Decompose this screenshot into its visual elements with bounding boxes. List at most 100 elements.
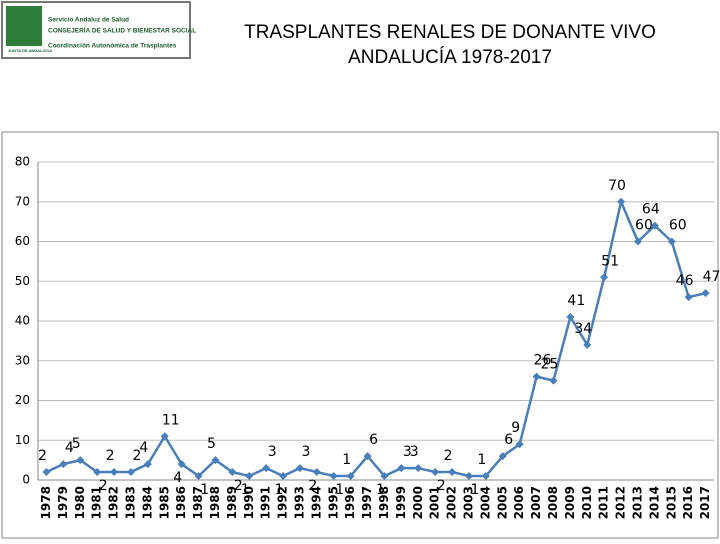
marker [515, 440, 524, 449]
y-tick-label: 30 [15, 353, 30, 367]
logo-line: Servicio Andaluz de Salud [48, 17, 129, 24]
marker [633, 237, 642, 246]
logo-line: Coordinación Autonómica de Trasplantes [48, 43, 177, 50]
marker [42, 468, 51, 477]
logo-badge: JUNTA DE ANDALUCIA [8, 48, 52, 53]
marker [346, 472, 355, 481]
x-tick-label: 1979 [56, 486, 70, 519]
data-label: 70 [608, 178, 626, 194]
data-label: 1 [335, 482, 344, 498]
y-tick-label: 40 [15, 314, 30, 328]
data-label: 41 [567, 293, 585, 309]
data-label: 4 [173, 470, 182, 486]
data-label: 2 [234, 478, 243, 494]
logo-emblem [6, 6, 42, 46]
marker [93, 468, 102, 477]
x-tick-label: 2011 [597, 486, 611, 519]
x-tick-label: 2016 [681, 486, 695, 519]
y-tick-label: 10 [15, 433, 30, 447]
data-label: 4 [65, 440, 74, 456]
data-label: 60 [635, 218, 653, 234]
marker [600, 273, 609, 282]
marker [329, 472, 338, 481]
marker [262, 464, 271, 473]
x-tick-label: 1983 [123, 486, 137, 519]
marker [583, 340, 592, 349]
x-tick-label: 2012 [614, 486, 628, 519]
logo: JUNTA DE ANDALUCIA Servicio Andaluz de S… [1, 1, 196, 59]
data-label: 1 [275, 482, 284, 498]
x-tick-label: 1988 [208, 486, 222, 519]
title: ANDALUCÍA 1978-2017 [348, 47, 552, 68]
data-label: 1 [477, 452, 486, 468]
x-tick-label: 2014 [647, 486, 661, 519]
data-label: 3 [410, 444, 419, 460]
x-tick-label: 2013 [630, 486, 644, 519]
data-label: 51 [601, 253, 619, 269]
x-tick-label: 1984 [140, 486, 154, 519]
data-label: 2 [132, 448, 141, 464]
x-tick-label: 2008 [546, 486, 560, 519]
marker [481, 472, 490, 481]
x-tick-label: 1989 [225, 486, 239, 519]
data-label: 1 [470, 482, 479, 498]
marker [312, 468, 321, 477]
x-tick-label: 1986 [174, 486, 188, 519]
data-label: 26 [534, 353, 552, 369]
y-tick-label: 60 [15, 234, 30, 248]
data-label: 3 [268, 444, 277, 460]
data-label: 1 [241, 482, 250, 498]
marker [245, 472, 254, 481]
marker [617, 197, 626, 206]
marker [228, 468, 237, 477]
x-tick-label: 1998 [377, 486, 391, 519]
x-tick-label: 2015 [664, 486, 678, 519]
x-tick-label: 1980 [73, 486, 87, 519]
data-label: 9 [511, 420, 520, 436]
data-label: 2 [38, 448, 47, 464]
x-tick-label: 1985 [157, 486, 171, 519]
y-tick-label: 80 [15, 155, 30, 169]
x-tick-label: 2017 [698, 486, 712, 519]
marker [194, 472, 203, 481]
data-label: 3 [403, 444, 412, 460]
y-tick-label: 50 [15, 274, 30, 288]
marker [431, 468, 440, 477]
marker [363, 452, 372, 461]
x-tick-label: 1999 [394, 486, 408, 519]
marker [160, 432, 169, 441]
data-label: 1 [376, 482, 385, 498]
data-label: 60 [669, 218, 687, 234]
title: TRASPLANTES RENALES DE DONANTE VIVO [244, 22, 656, 43]
x-tick-label: 1987 [191, 486, 205, 519]
x-tick-label: 2000 [411, 486, 425, 519]
marker [143, 460, 152, 469]
x-tick-label: 2006 [512, 486, 526, 519]
x-tick-label: 2005 [495, 486, 509, 519]
y-tick-label: 0 [22, 473, 30, 487]
data-label: 4 [139, 440, 148, 456]
x-tick-label: 2004 [478, 486, 492, 519]
x-tick-label: 1978 [39, 486, 53, 519]
logo-line: CONSEJERÍA DE SALUD Y BIENESTAR SOCIAL [48, 26, 196, 35]
data-label: 2 [106, 448, 115, 464]
data-label: 11 [162, 412, 180, 428]
x-tick-label: 2003 [461, 486, 475, 519]
data-label: 5 [72, 436, 81, 452]
x-tick-label: 2009 [563, 486, 577, 519]
marker [59, 460, 68, 469]
data-label: 5 [207, 436, 216, 452]
x-tick-label: 1997 [360, 486, 374, 519]
data-label: 25 [541, 357, 559, 373]
marker [211, 456, 220, 465]
y-tick-label: 70 [15, 194, 30, 208]
marker [650, 221, 659, 230]
data-label: 2 [308, 478, 317, 494]
marker [549, 376, 558, 385]
x-tick-label: 1995 [326, 486, 340, 519]
data-label: 6 [369, 432, 378, 448]
marker [448, 468, 457, 477]
marker [279, 472, 288, 481]
x-tick-label: 1982 [107, 486, 121, 519]
